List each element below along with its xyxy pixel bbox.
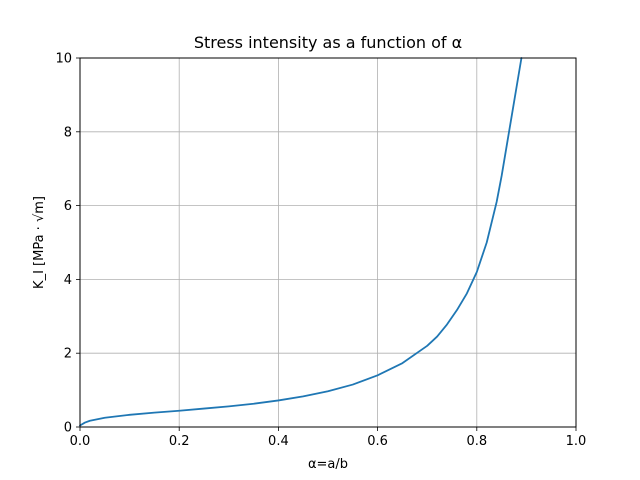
x-axis-label: α=a/b xyxy=(308,457,348,472)
y-tick-label: 4 xyxy=(64,273,72,288)
x-tick-label: 0.2 xyxy=(169,434,190,449)
y-tick-label: 8 xyxy=(64,125,72,140)
y-axis-label: K_I [MPa · √m] xyxy=(32,196,47,289)
y-tick-label: 0 xyxy=(64,421,72,436)
x-tick-label: 0.0 xyxy=(70,434,91,449)
y-tick-label: 10 xyxy=(55,52,72,67)
y-tick-label: 2 xyxy=(64,347,72,362)
x-tick-label: 0.6 xyxy=(367,434,388,449)
ticks: 0.0 0.2 0.4 0.6 0.8 1.0 0 2 4 6 8 10 xyxy=(55,52,586,450)
x-tick-label: 0.4 xyxy=(268,434,289,449)
x-tick-label: 1.0 xyxy=(566,434,587,449)
y-tick-label: 6 xyxy=(64,199,72,214)
series-line xyxy=(79,57,523,427)
data-layer xyxy=(79,57,523,427)
chart-title: Stress intensity as a function of α xyxy=(194,33,462,52)
x-tick-label: 0.8 xyxy=(466,434,487,449)
plot-frame xyxy=(79,57,577,428)
